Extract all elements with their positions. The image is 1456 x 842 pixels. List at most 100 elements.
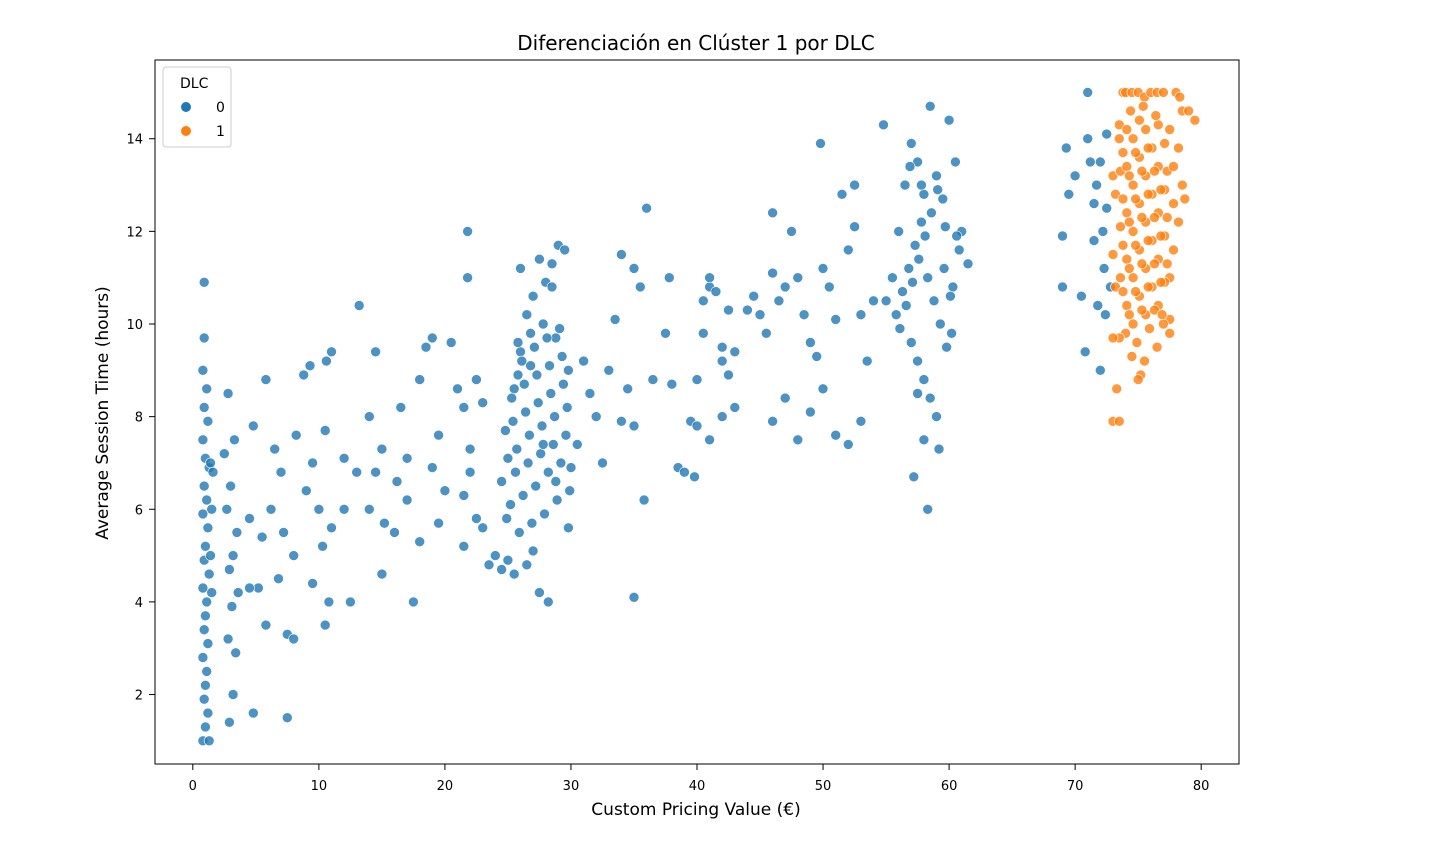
scatter-point-dlc-0 xyxy=(926,207,937,219)
scatter-point-dlc-0 xyxy=(647,374,659,385)
scatter-point-dlc-0 xyxy=(345,596,356,608)
scatter-point-dlc-0 xyxy=(779,392,791,404)
scatter-point-dlc-1 xyxy=(1131,337,1143,348)
scatter-point-dlc-0 xyxy=(815,138,826,149)
scatter-point-dlc-0 xyxy=(521,559,533,571)
scatter-point-dlc-0 xyxy=(269,443,281,455)
scatter-point-dlc-0 xyxy=(462,226,473,237)
scatter-point-dlc-0 xyxy=(203,568,215,580)
scatter-point-dlc-0 xyxy=(489,550,501,561)
scatter-point-dlc-1 xyxy=(1179,193,1191,205)
scatter-point-dlc-0 xyxy=(937,193,949,205)
scatter-point-dlc-0 xyxy=(201,666,212,677)
scatter-point-dlc-1 xyxy=(1117,286,1129,297)
scatter-point-dlc-0 xyxy=(326,346,337,358)
scatter-point-dlc-0 xyxy=(477,397,489,409)
scatter-point-dlc-0 xyxy=(275,466,287,478)
scatter-point-dlc-0 xyxy=(370,466,381,478)
scatter-point-dlc-0 xyxy=(232,587,244,598)
scatter-point-dlc-1 xyxy=(1121,124,1133,135)
scatter-point-dlc-0 xyxy=(222,388,234,399)
scatter-point-dlc-1 xyxy=(1168,244,1179,256)
scatter-point-dlc-0 xyxy=(201,494,212,506)
scatter-point-dlc-0 xyxy=(767,415,778,427)
y-tick-label: 14 xyxy=(126,133,143,148)
scatter-point-dlc-0 xyxy=(500,425,511,436)
scatter-point-dlc-0 xyxy=(248,707,259,719)
scatter-point-dlc-0 xyxy=(549,411,560,422)
scatter-point-dlc-0 xyxy=(924,101,936,112)
scatter-point-dlc-1 xyxy=(1149,212,1160,223)
scatter-point-dlc-0 xyxy=(716,411,728,422)
scatter-point-dlc-1 xyxy=(1111,383,1122,395)
scatter-point-dlc-1 xyxy=(1164,124,1175,135)
scatter-point-dlc-1 xyxy=(1161,258,1173,270)
scatter-point-dlc-0 xyxy=(541,332,553,344)
legend-box xyxy=(162,66,232,148)
scatter-point-dlc-0 xyxy=(197,582,209,594)
scatter-point-dlc-0 xyxy=(524,429,535,441)
scatter-point-dlc-1 xyxy=(1140,124,1151,135)
scatter-point-dlc-0 xyxy=(616,249,627,260)
scatter-point-dlc-0 xyxy=(244,513,255,524)
scatter-point-dlc-1 xyxy=(1142,142,1154,154)
chart-title: Diferenciación en Clúster 1 por DLC xyxy=(517,31,874,55)
scatter-point-dlc-0 xyxy=(836,189,848,200)
scatter-point-dlc-1 xyxy=(1121,300,1133,311)
scatter-point-dlc-0 xyxy=(281,712,293,724)
scatter-point-dlc-1 xyxy=(1127,318,1139,330)
scatter-point-dlc-1 xyxy=(1158,87,1169,98)
scatter-point-dlc-0 xyxy=(792,434,804,446)
scatter-point-dlc-0 xyxy=(202,415,214,427)
scatter-point-dlc-0 xyxy=(716,341,728,353)
x-axis-label: Custom Pricing Value (€) xyxy=(591,800,800,820)
scatter-point-dlc-0 xyxy=(716,355,728,367)
scatter-point-dlc-0 xyxy=(855,415,867,427)
scatter-point-dlc-0 xyxy=(298,369,310,381)
scatter-point-dlc-0 xyxy=(229,434,240,446)
scatter-point-dlc-0 xyxy=(471,513,482,524)
x-tick-label: 80 xyxy=(1193,779,1210,794)
scatter-point-dlc-1 xyxy=(1183,105,1194,117)
scatter-point-dlc-1 xyxy=(1130,193,1141,205)
scatter-point-dlc-0 xyxy=(531,369,543,381)
x-tick-label: 40 xyxy=(689,779,706,794)
scatter-point-dlc-0 xyxy=(256,531,268,543)
scatter-point-dlc-0 xyxy=(792,272,804,284)
scatter-point-dlc-1 xyxy=(1139,355,1150,367)
scatter-point-dlc-0 xyxy=(710,286,722,297)
scatter-point-dlc-1 xyxy=(1124,263,1135,274)
scatter-point-dlc-0 xyxy=(401,452,413,464)
scatter-point-dlc-1 xyxy=(1114,415,1125,427)
scatter-point-dlc-1 xyxy=(1121,253,1133,265)
scatter-point-dlc-0 xyxy=(244,582,255,594)
scatter-point-dlc-0 xyxy=(546,281,558,293)
scatter-point-dlc-0 xyxy=(526,517,538,529)
scatter-point-dlc-0 xyxy=(260,619,272,631)
scatter-point-dlc-0 xyxy=(849,179,860,191)
scatter-point-dlc-0 xyxy=(597,457,608,469)
scatter-point-dlc-0 xyxy=(830,429,842,441)
scatter-point-dlc-0 xyxy=(537,439,549,450)
scatter-point-dlc-0 xyxy=(408,596,419,608)
scatter-point-dlc-1 xyxy=(1168,161,1179,172)
scatter-point-dlc-0 xyxy=(521,309,533,321)
scatter-point-dlc-1 xyxy=(1149,258,1160,270)
scatter-point-dlc-0 xyxy=(389,527,400,538)
scatter-point-dlc-0 xyxy=(924,392,936,404)
scatter-point-dlc-0 xyxy=(547,439,559,450)
scatter-point-dlc-1 xyxy=(1136,165,1148,177)
scatter-point-dlc-0 xyxy=(201,596,212,608)
scatter-point-dlc-0 xyxy=(903,263,915,274)
scatter-point-dlc-0 xyxy=(609,314,621,325)
scatter-point-dlc-1 xyxy=(1142,189,1154,200)
scatter-point-dlc-0 xyxy=(1082,133,1093,144)
scatter-point-dlc-1 xyxy=(1127,272,1139,284)
scatter-point-dlc-0 xyxy=(878,119,889,131)
scatter-point-dlc-0 xyxy=(1079,346,1091,358)
scatter-point-dlc-0 xyxy=(805,337,816,348)
scatter-point-dlc-0 xyxy=(918,434,930,446)
scatter-point-dlc-0 xyxy=(817,383,829,395)
scatter-point-dlc-1 xyxy=(1117,193,1129,205)
